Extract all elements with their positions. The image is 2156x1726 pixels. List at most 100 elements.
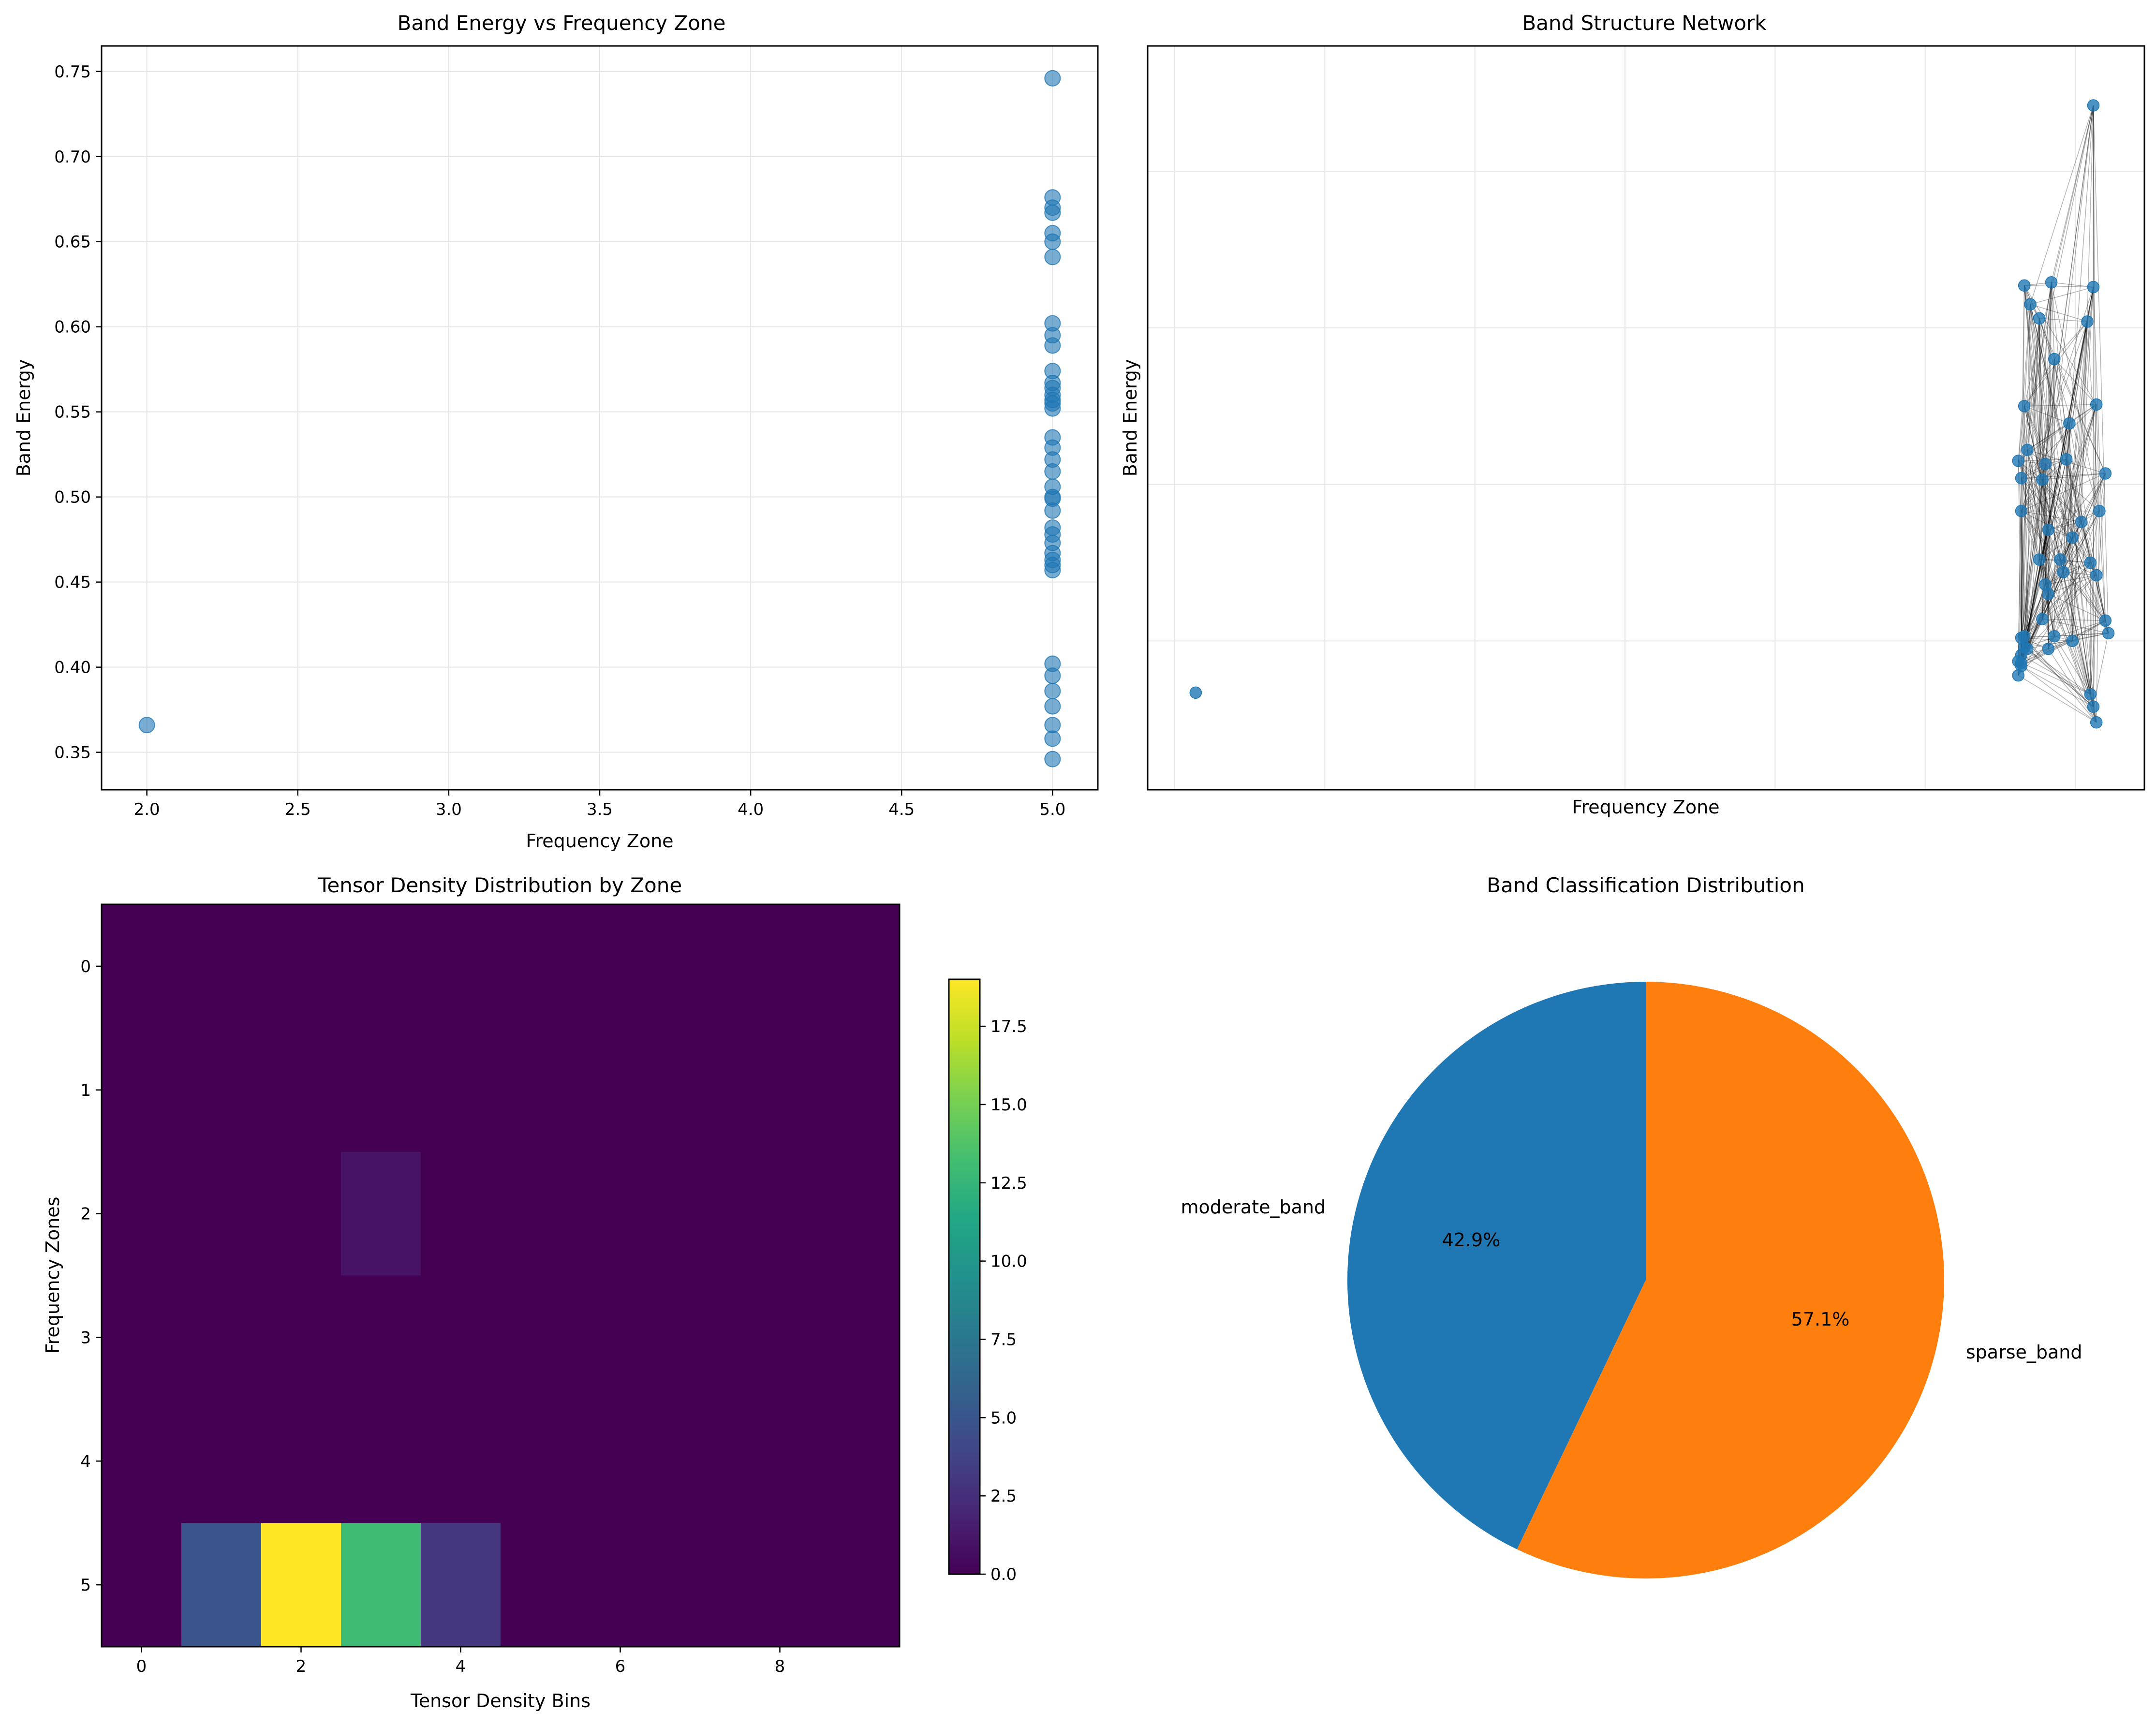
network-x-axis-label: Frequency Zone	[1572, 797, 1719, 818]
network-edge	[2030, 304, 2043, 480]
network-edge	[2096, 575, 2106, 621]
network-node	[2081, 315, 2094, 328]
scatter-x-tick-label: 4.5	[888, 800, 915, 819]
heatmap-x-tick-label: 0	[136, 1657, 147, 1676]
heatmap-cell	[102, 1523, 182, 1647]
network-edge	[2018, 404, 2097, 676]
network-node	[2087, 700, 2100, 713]
network-edge	[2081, 105, 2094, 522]
network-edge	[2090, 511, 2100, 563]
network-edge	[2048, 575, 2097, 594]
network-edge	[2021, 511, 2073, 641]
network-edge	[2069, 321, 2088, 424]
pie-percent-label: 42.9%	[1442, 1229, 1501, 1251]
network-edge	[2072, 620, 2106, 642]
network-edge	[2024, 285, 2094, 288]
network-edge	[2048, 359, 2055, 530]
heatmap-cell	[501, 1523, 581, 1647]
network-edge	[2021, 423, 2070, 663]
heatmap-cell	[102, 1399, 182, 1523]
network-edge	[2027, 318, 2040, 450]
heatmap-cell	[102, 904, 182, 1029]
heatmap-cell	[580, 1028, 661, 1152]
network-edge	[2021, 423, 2070, 666]
scatter-point	[1044, 682, 1061, 699]
network-edge	[2030, 286, 2094, 305]
colorbar-tick-label: 5.0	[990, 1408, 1017, 1428]
network-edge	[2042, 479, 2094, 707]
scatter-panel: Band Energy vs Frequency Zone 2.0 2.5 3.0 3…	[13, 11, 1099, 852]
network-edge	[2030, 304, 2061, 560]
network-edge	[2093, 287, 2106, 621]
heatmap-y-axis-label: Frequency Zones	[42, 1197, 63, 1354]
network-edge	[2021, 287, 2094, 666]
network-edge	[2023, 406, 2097, 575]
network-edge	[2042, 473, 2106, 480]
network-edge	[2087, 321, 2106, 621]
scatter-point	[1044, 400, 1061, 417]
heatmap-cell	[660, 1151, 740, 1276]
network-edge	[2060, 105, 2094, 560]
heatmap-cell	[421, 1151, 501, 1276]
pie-slices	[1347, 982, 1944, 1578]
network-edge	[2024, 406, 2082, 522]
network-edge	[2027, 450, 2049, 594]
network-edge	[2030, 304, 2094, 707]
network-node	[2024, 298, 2037, 311]
network-edge	[2063, 287, 2094, 573]
network-edge	[2024, 593, 2049, 637]
network-edge	[2021, 321, 2088, 511]
network-edge	[2042, 619, 2109, 634]
network-edge	[2021, 559, 2061, 638]
heatmap-cell	[501, 1151, 581, 1276]
pie-panel: Band Classification Distribution moderat…	[1181, 873, 2082, 1578]
network-node	[2015, 472, 2028, 485]
heatmap-cell	[261, 904, 341, 1029]
network-edge	[2024, 473, 2106, 637]
network-edge	[2081, 522, 2094, 707]
pie-slice-label: moderate_band	[1181, 1196, 1326, 1218]
network-node	[2084, 688, 2097, 701]
network-edge	[2023, 304, 2031, 406]
heatmap-ticks: 0 2 4 6 8 0 1 2 3 4 5	[80, 957, 785, 1676]
network-edge	[2027, 404, 2097, 451]
network-edge	[2042, 105, 2094, 480]
network-edge	[2060, 559, 2094, 707]
network-edge	[2024, 562, 2091, 637]
heatmap-cell	[341, 1523, 421, 1647]
network-y-axis-label: Band Energy	[1120, 359, 1141, 477]
colorbar-ticks: 0.0 2.5 5.0 7.5 10.0 12.5 15.0 17.5	[980, 1017, 1027, 1584]
network-node	[2045, 276, 2058, 289]
network-edge	[2039, 537, 2073, 560]
network-edge	[2048, 404, 2097, 649]
scatter-point	[138, 717, 155, 734]
network-edge	[2048, 593, 2106, 621]
heatmap-y-tick-label: 4	[80, 1452, 91, 1471]
network-edge	[2023, 406, 2109, 634]
network-edge	[2063, 572, 2073, 641]
network-edge	[2023, 321, 2088, 648]
network-edge	[2042, 479, 2109, 634]
network-edge	[2099, 473, 2106, 511]
heatmap-cell	[421, 1275, 501, 1400]
network-edge	[2023, 285, 2055, 636]
network-edge	[2018, 282, 2052, 676]
network-edge	[2042, 479, 2082, 522]
heatmap-cell	[820, 1399, 900, 1523]
scatter-point	[1044, 561, 1061, 578]
network-node	[2018, 399, 2031, 413]
network-edge	[2021, 511, 2100, 655]
network-node	[2066, 531, 2079, 544]
network-edge	[2045, 463, 2100, 512]
heatmap-cell	[261, 1275, 341, 1400]
network-edge	[2072, 287, 2094, 641]
scatter-axes-frame	[101, 45, 1099, 791]
scatter-point	[1044, 502, 1061, 519]
network-edge	[2024, 359, 2055, 407]
network-edge	[2021, 450, 2028, 655]
heatmap-cell	[820, 904, 900, 1029]
network-edge	[2024, 647, 2094, 707]
network-edge	[2039, 318, 2100, 511]
heatmap-y-tick-label: 2	[80, 1205, 91, 1224]
